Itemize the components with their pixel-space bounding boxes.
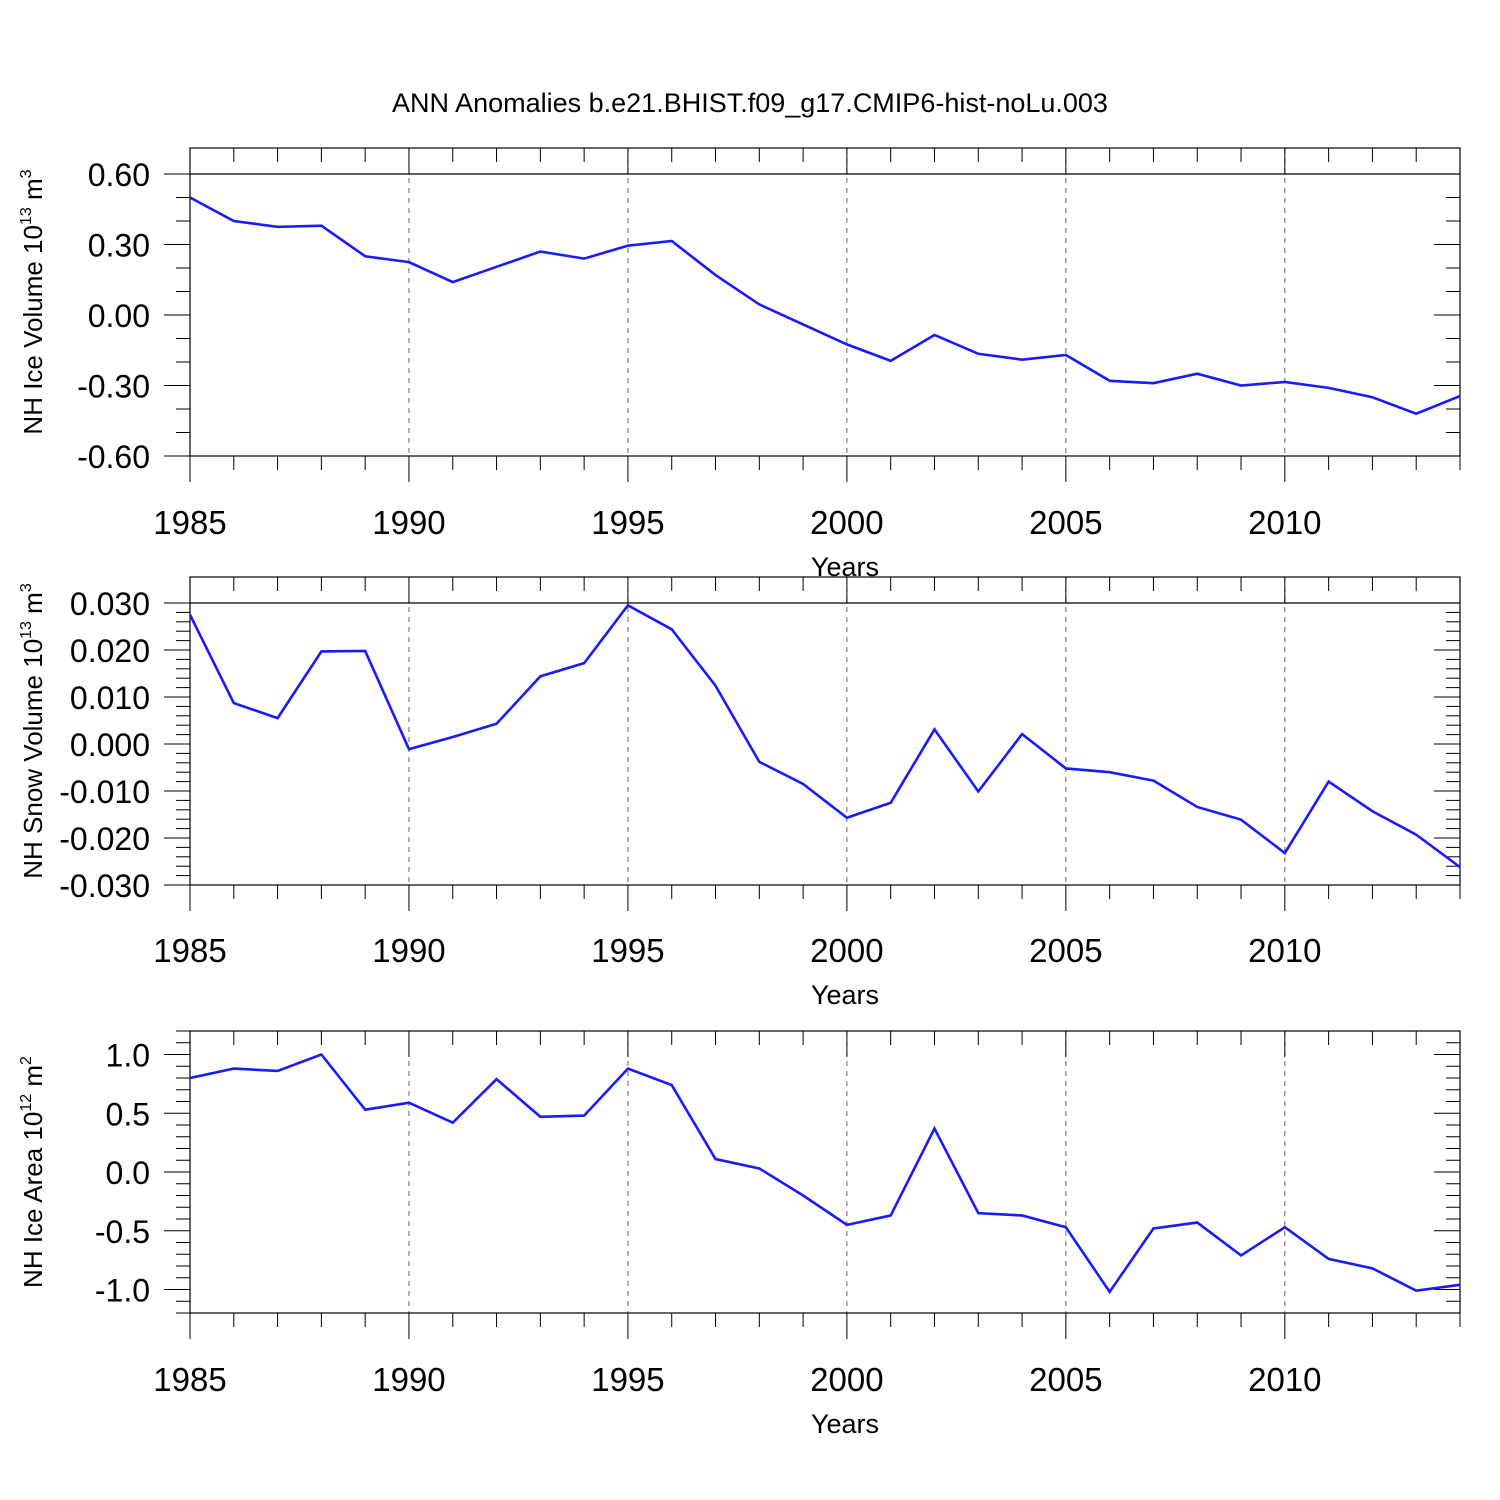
chart-panel-ice-area: 1985 1990 1995 2000 2005 2010 Years 1.0 0.5 0.0 -0… xyxy=(18,1030,1461,1439)
plot-frame xyxy=(189,1030,1461,1314)
x-tick-label: 1990 xyxy=(372,504,445,541)
x-tick-label: 2000 xyxy=(810,1361,883,1398)
y-tick-label: 0.60 xyxy=(88,157,150,193)
x-tick-label: 2005 xyxy=(1029,932,1102,969)
y-tick-label: 0.30 xyxy=(88,228,150,264)
y-tick-label: 0.5 xyxy=(106,1096,150,1132)
x-tick-label: 1995 xyxy=(591,504,664,541)
x-tick-label: 1985 xyxy=(153,1361,226,1398)
figure-title: ANN Anomalies b.e21.BHIST.f09_g17.CMIP6-… xyxy=(392,88,1108,118)
y-tick-label: 1.0 xyxy=(106,1038,150,1074)
y-tick-label: 0.030 xyxy=(70,586,150,622)
series-line xyxy=(189,196,1461,416)
y-axis-title: NH Snow Volume 1013 m3 xyxy=(18,583,48,879)
y-tick-label: -0.30 xyxy=(77,369,150,405)
x-tick-label: 2005 xyxy=(1029,1361,1102,1398)
x-tick-label: 2010 xyxy=(1248,1361,1321,1398)
x-tick-label: 1995 xyxy=(591,1361,664,1398)
panels: 1985 1990 1995 2000 2005 2010 Years 0.60 0.30 0.0… xyxy=(18,147,1461,1439)
y-tick-label: -0.5 xyxy=(95,1214,150,1250)
chart-panel-snow-volume: 1985 1990 1995 2000 2005 2010 Years 0.030 0.020 0… xyxy=(18,576,1461,1010)
x-tick-label: 2000 xyxy=(810,932,883,969)
y-tick-label: -0.60 xyxy=(77,439,150,475)
x-tick-label: 1995 xyxy=(591,932,664,969)
x-tick-label: 2010 xyxy=(1248,504,1321,541)
y-tick-label: 0.00 xyxy=(88,298,150,334)
x-axis-title: Years xyxy=(811,980,879,1010)
y-tick-label: 0.020 xyxy=(70,633,150,669)
plot-frame xyxy=(189,576,1461,886)
x-tick-label: 2005 xyxy=(1029,504,1102,541)
y-tick-label: 0.0 xyxy=(106,1155,150,1191)
series-line xyxy=(188,603,1461,869)
x-tick-label: 1990 xyxy=(372,1361,445,1398)
y-tick-label: -0.010 xyxy=(59,774,150,810)
y-tick-label: -1.0 xyxy=(95,1273,150,1309)
y-axis-title: NH Ice Volume 1013 m3 xyxy=(18,169,48,434)
x-tick-label: 2010 xyxy=(1248,932,1321,969)
chart-panel-ice-volume: 1985 1990 1995 2000 2005 2010Years0.600.300.0… xyxy=(18,147,1461,582)
y-tick-label: -0.020 xyxy=(59,821,150,857)
y-tick-label: 0.000 xyxy=(70,727,150,763)
y-tick-label: 0.010 xyxy=(70,680,150,716)
plot-frame xyxy=(189,147,1461,457)
x-axis-title: Years xyxy=(811,1409,879,1439)
x-tick-label: 1985 xyxy=(153,504,226,541)
y-axis-title: NH Ice Area 1012 m2 xyxy=(18,1056,48,1288)
x-tick-label: 1990 xyxy=(372,932,445,969)
y-tick-label: -0.030 xyxy=(59,868,150,904)
x-tick-label: 2000 xyxy=(810,504,883,541)
x-tick-label: 1985 xyxy=(153,932,226,969)
series-line xyxy=(189,1052,1461,1295)
